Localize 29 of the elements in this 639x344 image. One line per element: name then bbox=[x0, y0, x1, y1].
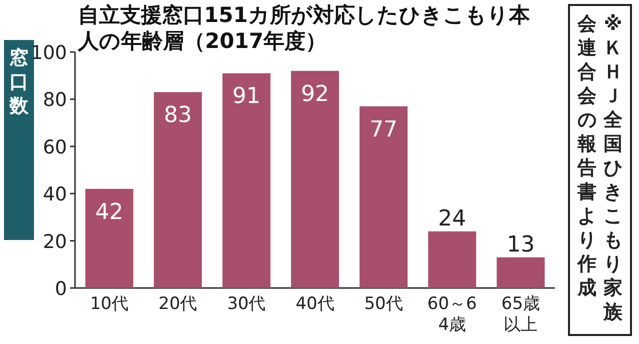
data-label: 42 bbox=[95, 200, 124, 225]
y-tick-label: 40 bbox=[42, 184, 67, 206]
bar bbox=[291, 70, 339, 288]
x-tick-label: 40代 bbox=[294, 294, 336, 315]
bar bbox=[360, 106, 408, 288]
y-axis-title: 窓口数 bbox=[8, 46, 30, 118]
y-tick-label: 80 bbox=[42, 89, 67, 112]
bar bbox=[222, 73, 270, 288]
bar bbox=[85, 188, 134, 288]
x-tick-label: 50代 bbox=[363, 294, 404, 315]
y-tick-label: 60 bbox=[42, 136, 67, 158]
bar bbox=[496, 257, 545, 288]
chart-title: 自立支援窓口151カ所が対応したひきこもり本人の年齢層（2017年度） bbox=[78, 2, 531, 54]
x-tick-label: 20代 bbox=[158, 294, 198, 315]
data-label: 24 bbox=[438, 206, 466, 232]
data-label: 77 bbox=[370, 117, 398, 142]
bar bbox=[154, 92, 202, 288]
bar bbox=[428, 231, 476, 288]
data-label: 83 bbox=[164, 103, 192, 128]
x-tick-label: 30代 bbox=[226, 294, 267, 315]
data-label: 91 bbox=[232, 84, 260, 110]
data-label: 92 bbox=[301, 82, 329, 107]
x-tick-label: 10代 bbox=[88, 294, 130, 315]
x-tick-label: 60～64歳 bbox=[426, 294, 478, 336]
data-label: 13 bbox=[506, 232, 535, 258]
text: ※ＫＨＪ全国ひきこもり家族会連合会の報告書より作成 bbox=[578, 13, 622, 323]
x-tick-label: 65歳以上 bbox=[500, 294, 542, 336]
y-tick-label: 20 bbox=[42, 230, 67, 253]
y-tick-label: 0 bbox=[54, 278, 67, 300]
